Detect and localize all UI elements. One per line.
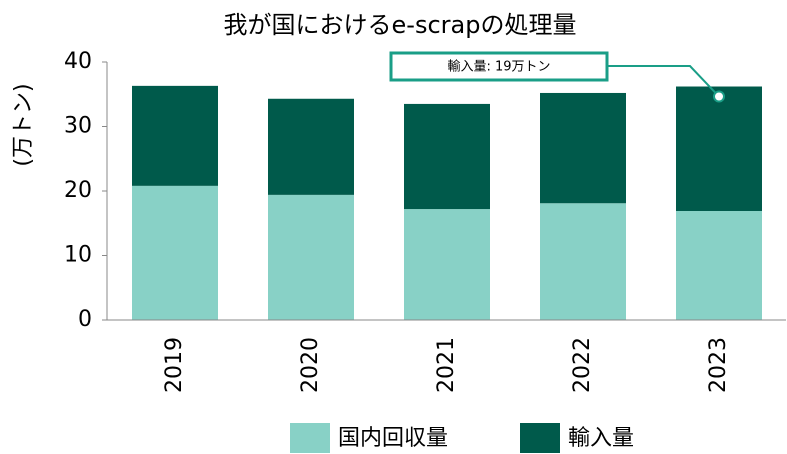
y-tick-label: 40 xyxy=(64,49,92,74)
legend-swatch xyxy=(290,423,330,453)
bar-segment xyxy=(268,194,354,320)
x-tick-label: 2022 xyxy=(570,337,595,393)
y-tick-label: 10 xyxy=(64,243,92,268)
legend-label: 国内回収量 xyxy=(338,426,448,451)
annotation-leader xyxy=(607,65,720,98)
bar-segment xyxy=(676,86,762,211)
x-tick-label: 2021 xyxy=(434,337,459,393)
bar-segment xyxy=(132,185,218,320)
bar-segment xyxy=(268,98,354,195)
y-tick-label: 30 xyxy=(64,114,92,139)
bar-segment xyxy=(132,85,218,186)
legend-label: 輸入量 xyxy=(568,426,634,451)
bar-segment xyxy=(676,210,762,320)
chart-title: 我が国におけるe-scrapの処理量 xyxy=(224,11,577,39)
annotation-text: 輸入量: 19万トン xyxy=(447,60,550,75)
bar-segment xyxy=(404,103,490,210)
bar-segment xyxy=(540,203,626,320)
x-tick-label: 2020 xyxy=(298,337,323,393)
y-tick-label: 0 xyxy=(78,307,92,332)
y-axis-label: (万トン) xyxy=(11,83,36,166)
annotation-dot xyxy=(713,90,725,103)
y-tick-label: 20 xyxy=(64,178,92,203)
legend-swatch xyxy=(520,423,560,453)
annotation-box xyxy=(389,51,609,82)
x-tick-label: 2023 xyxy=(706,337,731,393)
bar-segment xyxy=(404,209,490,320)
bar-segment xyxy=(540,92,626,204)
x-tick-label: 2019 xyxy=(162,337,187,393)
